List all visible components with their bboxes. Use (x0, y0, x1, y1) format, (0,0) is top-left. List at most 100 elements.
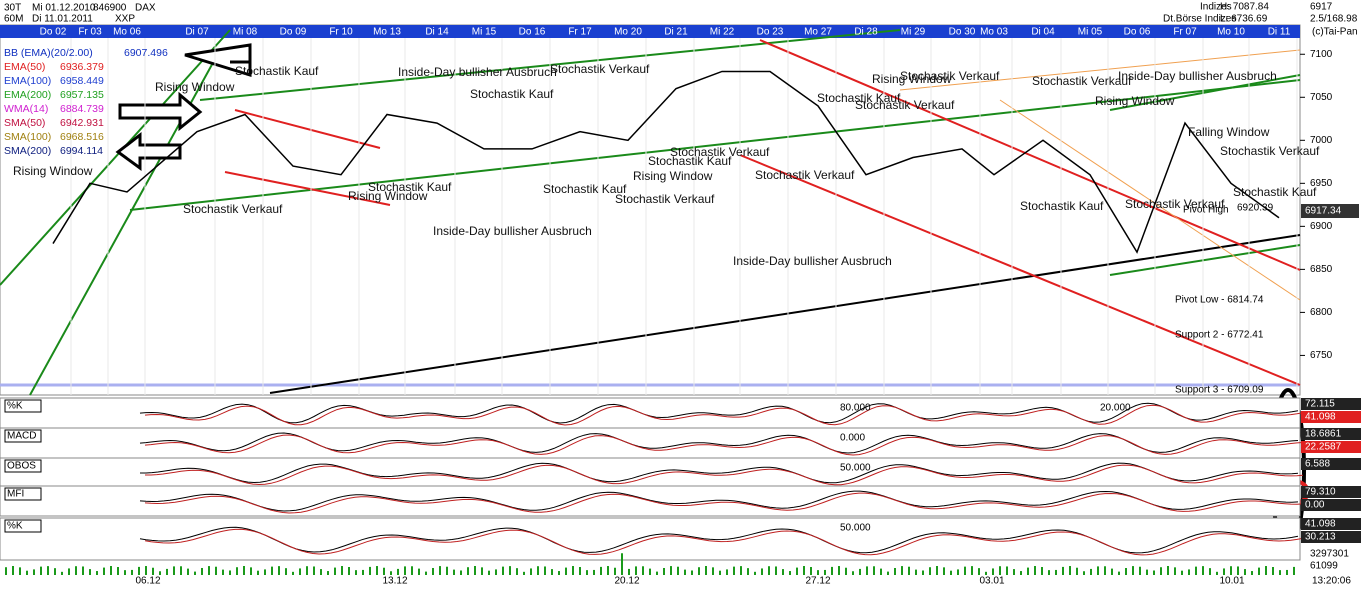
panel-label: %K (7, 521, 23, 532)
date-label: Di 11 (1268, 27, 1291, 38)
x-label: 20.12 (614, 576, 639, 587)
annotation: Inside-Day bullisher Ausbruch (398, 65, 557, 79)
value-box (1301, 398, 1361, 410)
indicator-line (139, 490, 1299, 512)
y-tick-label: 6750 (1310, 350, 1333, 361)
volume-bar (859, 568, 861, 575)
indicator-line (139, 402, 1299, 424)
date-label: Mo 10 (1217, 27, 1245, 38)
volume-bar (481, 567, 483, 575)
volume-bar (607, 566, 609, 575)
volume-bar (1069, 566, 1071, 575)
volume-bar (733, 566, 735, 575)
volume-bar (1223, 568, 1225, 575)
date-label: Do 30 (949, 27, 976, 38)
arrow (115, 131, 182, 171)
annotation: Rising Window (1095, 94, 1175, 108)
annotation: Stochastik Kauf (368, 180, 452, 194)
trend-line (224, 171, 391, 206)
indicator-value: 6957.135 (60, 89, 104, 101)
volume-bar (894, 567, 896, 575)
annotation: Rising Window (633, 169, 713, 183)
y-tick-label: 7050 (1310, 92, 1333, 103)
volume-bar (950, 570, 952, 575)
annotation: Stochastik Verkauf (1125, 197, 1225, 211)
panel-label-box (4, 429, 42, 443)
trend-line (1109, 244, 1301, 276)
value-box (1301, 531, 1361, 543)
header-text: 60M (4, 14, 23, 25)
y-tick-label: 6900 (1310, 221, 1333, 232)
volume-bar (362, 569, 364, 575)
signal-line (144, 492, 1304, 514)
volume-bar (1104, 566, 1106, 575)
volume-bar (355, 570, 357, 575)
volume-bar (901, 566, 903, 575)
volume-bar (831, 566, 833, 575)
last-price-box (1301, 204, 1359, 218)
volume-bar (1076, 567, 1078, 575)
volume-bar (1265, 566, 1267, 575)
annotation: Stochastik Kauf (817, 91, 901, 105)
panel-label-box (4, 519, 42, 533)
indicator-line (140, 462, 1299, 484)
volume-bar (61, 571, 63, 575)
y-tick-label: 7100 (1310, 49, 1333, 60)
volume-bar (600, 566, 602, 575)
volume-bar (558, 571, 560, 575)
panel-level: 0.000 (840, 433, 865, 444)
volume-bar (1027, 567, 1029, 575)
annotation: Stochastik Kauf (1233, 185, 1317, 199)
date-label: Mo 06 (113, 27, 141, 38)
volume-bar (544, 566, 546, 575)
annotation: Stochastik Verkauf (855, 98, 955, 112)
volume-bar (796, 567, 798, 575)
volume-bar (635, 566, 637, 575)
volume-bar (1188, 569, 1190, 575)
date-label: Mi 15 (472, 27, 497, 38)
header-text: Di 11.01.2011 (32, 14, 93, 25)
trend-line (0, 29, 231, 286)
value-box (1301, 486, 1361, 498)
volume-bar (1272, 567, 1274, 575)
volume-bar (166, 568, 168, 575)
header-text: DAX (135, 3, 156, 14)
volume-bar (110, 566, 112, 575)
panel-value: 41.098 (1305, 519, 1336, 530)
header-text: (c)Tai-Pan (1312, 27, 1358, 38)
indicator-name: EMA(100) (4, 75, 51, 87)
date-label: Mo 03 (980, 27, 1008, 38)
y-tick-label: 6950 (1310, 178, 1333, 189)
volume-bar (327, 571, 329, 575)
volume-bar (19, 567, 21, 575)
volume-bar (922, 570, 924, 575)
volume-bar (453, 569, 455, 575)
annotation: Inside-Day bullisher Ausbruch (1118, 69, 1277, 83)
volume-bar (866, 566, 868, 575)
annotation: Stochastik Verkauf (615, 192, 715, 206)
trend-line (899, 49, 1301, 91)
volume-bar (131, 569, 133, 575)
volume-bar (1167, 566, 1169, 575)
volume-bar (803, 566, 805, 575)
annotation: Stochastik Kauf (470, 87, 554, 101)
price-line (52, 70, 1280, 254)
annotation: Rising Window (155, 80, 235, 94)
volume-bar (677, 566, 679, 575)
volume-bar (40, 566, 42, 575)
volume-bar (460, 570, 462, 575)
annotation: Inside-Day bullisher Ausbruch (733, 254, 892, 268)
annotation: Stochastik Verkauf (900, 69, 1000, 83)
value-box (1301, 428, 1361, 440)
panel-value: 30.213 (1305, 532, 1336, 543)
volume-bar (474, 566, 476, 575)
x-label: 03.01 (979, 576, 1004, 587)
volume-bar (509, 566, 511, 575)
annotation: Stochastik Kauf (235, 64, 319, 78)
volume-bar (1174, 567, 1176, 575)
volume-bar (124, 570, 126, 575)
volume-bar (334, 567, 336, 575)
signal-line (145, 464, 1304, 486)
date-label: Mi 05 (1078, 27, 1103, 38)
date-label: Mi 22 (710, 27, 735, 38)
